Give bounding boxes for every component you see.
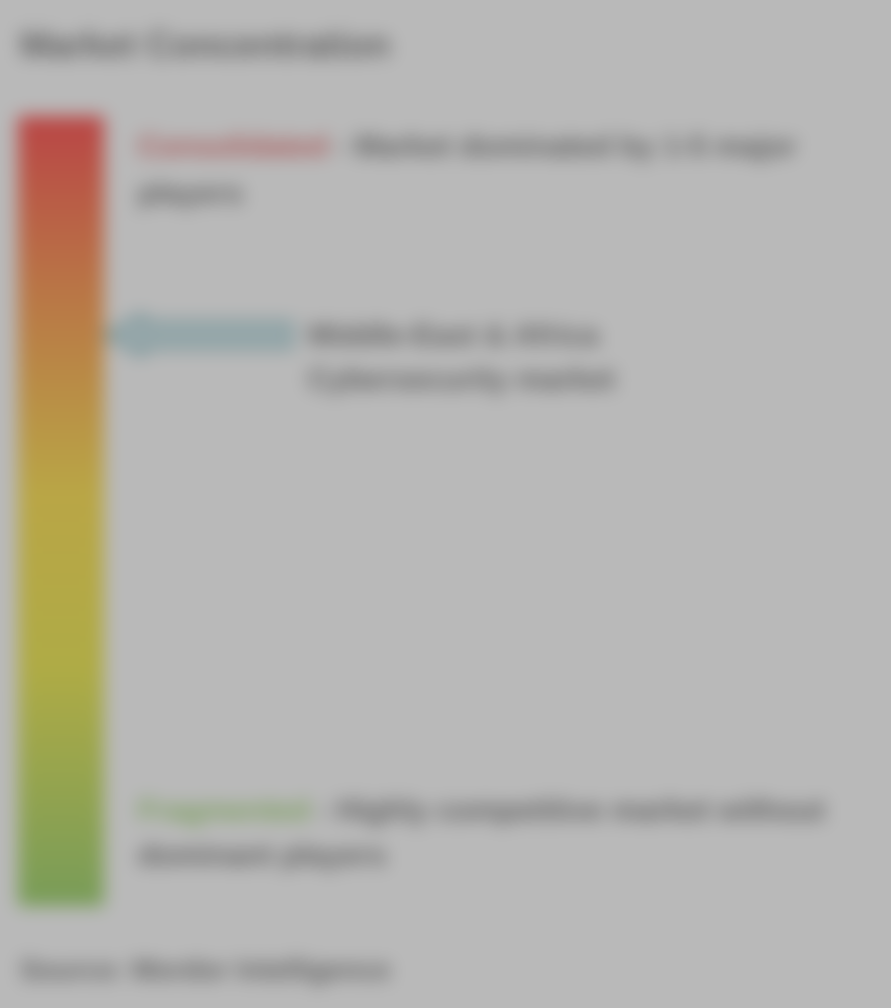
chart-title: Market Concentration — [20, 24, 873, 66]
market-name-line2: Cybersecurity market — [308, 363, 615, 396]
scale-labels-column: Consolidated - Market dominated by 1-5 m… — [138, 116, 873, 906]
fragmented-description: Fragmented - Highly competitive market w… — [138, 788, 863, 878]
market-name-line1: Middle-East & Africa — [308, 319, 599, 352]
source-attribution: Source: Mordor Intelligence — [20, 954, 873, 986]
market-position-marker: Middle-East & Africa Cybersecurity marke… — [104, 314, 839, 401]
concentration-scale-bar — [18, 116, 104, 906]
main-area: Consolidated - Market dominated by 1-5 m… — [18, 116, 873, 906]
market-name-label: Middle-East & Africa Cybersecurity marke… — [308, 314, 615, 401]
arrow-left-icon — [104, 314, 294, 356]
consolidated-description: Consolidated - Market dominated by 1-5 m… — [138, 124, 863, 217]
consolidated-keyword: Consolidated — [138, 130, 328, 163]
fragmented-keyword: Fragmented — [138, 794, 310, 827]
